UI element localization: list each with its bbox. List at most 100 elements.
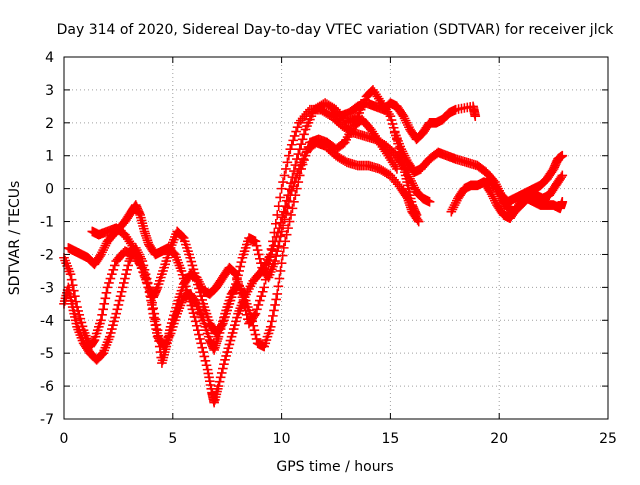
data-point: [220, 354, 230, 365]
data-point: [224, 339, 235, 350]
data-point: [252, 304, 262, 315]
data-point: [278, 243, 289, 253]
data-point: [189, 268, 200, 278]
x-axis-label: GPS time / hours: [276, 459, 393, 475]
data-point: [299, 129, 309, 140]
data-point: [280, 236, 291, 247]
series-arc-3: [87, 137, 424, 339]
data-point: [225, 335, 236, 346]
data-point: [194, 283, 204, 294]
data-point: [228, 324, 239, 334]
data-point: [188, 308, 199, 318]
data-point: [253, 300, 264, 310]
data-point: [271, 294, 281, 305]
series-arc-2: [63, 85, 422, 408]
data-point: [277, 250, 288, 261]
data-point: [226, 331, 237, 342]
x-tick-label: 0: [60, 431, 69, 447]
data-point: [110, 312, 120, 323]
data-point: [218, 363, 228, 374]
data-point: [276, 226, 287, 237]
data-point: [275, 231, 286, 242]
data-point: [287, 203, 298, 214]
data-point: [195, 287, 205, 298]
data-point: [293, 149, 304, 159]
data-point: [219, 312, 229, 323]
data-point: [340, 156, 350, 167]
data-point: [268, 311, 278, 321]
data-point: [219, 359, 229, 369]
data-point: [286, 210, 296, 220]
data-point: [213, 381, 224, 391]
data-point: [115, 291, 126, 301]
data-point: [265, 322, 276, 332]
data-point: [296, 139, 306, 150]
data-point: [424, 197, 435, 207]
series-arc-5: [326, 98, 481, 145]
data-point: [233, 270, 243, 281]
data-point: [185, 252, 196, 263]
data-point: [109, 260, 120, 271]
data-point: [176, 266, 187, 276]
data-point: [104, 278, 114, 288]
data-point: [235, 261, 246, 272]
data-point: [105, 273, 116, 284]
data-point: [291, 126, 301, 137]
data-point: [267, 316, 277, 327]
data-series: [59, 85, 568, 408]
data-point: [297, 134, 308, 145]
data-point: [413, 216, 424, 227]
data-point: [288, 135, 299, 146]
data-point: [289, 197, 299, 207]
data-point: [401, 192, 412, 202]
data-point: [255, 254, 265, 264]
data-point: [293, 177, 304, 187]
data-point: [99, 299, 110, 309]
data-point: [253, 249, 264, 260]
data-point: [197, 342, 207, 353]
y-tick-label: 0: [45, 182, 54, 198]
data-point: [252, 245, 263, 255]
data-point: [297, 159, 308, 170]
data-point: [113, 300, 124, 310]
data-point: [250, 236, 261, 247]
series-arc-8: [483, 173, 568, 217]
data-point: [275, 266, 286, 276]
y-tick-label: -7: [40, 412, 54, 428]
chart-title: Day 314 of 2020, Sidereal Day-to-day VTE…: [57, 22, 615, 38]
data-point: [109, 316, 119, 327]
data-point: [120, 273, 130, 284]
data-point: [292, 122, 303, 133]
data-point: [286, 139, 297, 150]
data-point: [388, 122, 399, 133]
data-point: [279, 214, 290, 225]
data-point: [256, 291, 267, 301]
data-point: [556, 172, 567, 182]
data-point: [273, 241, 284, 252]
data-point: [193, 325, 203, 335]
data-point: [557, 150, 568, 161]
data-point: [112, 304, 123, 315]
data-point: [198, 347, 209, 357]
data-point: [70, 291, 80, 301]
data-point: [201, 360, 212, 371]
data-point: [177, 269, 188, 280]
data-point: [303, 142, 314, 152]
x-tick-label: 10: [273, 431, 291, 447]
data-point: [276, 183, 287, 194]
data-point: [302, 146, 312, 157]
y-tick-label: -3: [40, 280, 54, 296]
data-point: [214, 328, 225, 338]
data-point: [290, 190, 301, 201]
y-tick-label: 4: [45, 50, 54, 66]
data-point: [140, 269, 151, 279]
data-point: [121, 269, 131, 279]
data-point: [178, 273, 189, 284]
data-point: [222, 347, 232, 357]
data-point: [265, 249, 276, 260]
data-point: [256, 258, 266, 269]
y-tick-label: 2: [45, 116, 54, 132]
data-point: [193, 279, 203, 290]
data-point: [385, 111, 396, 122]
data-point: [191, 320, 202, 331]
